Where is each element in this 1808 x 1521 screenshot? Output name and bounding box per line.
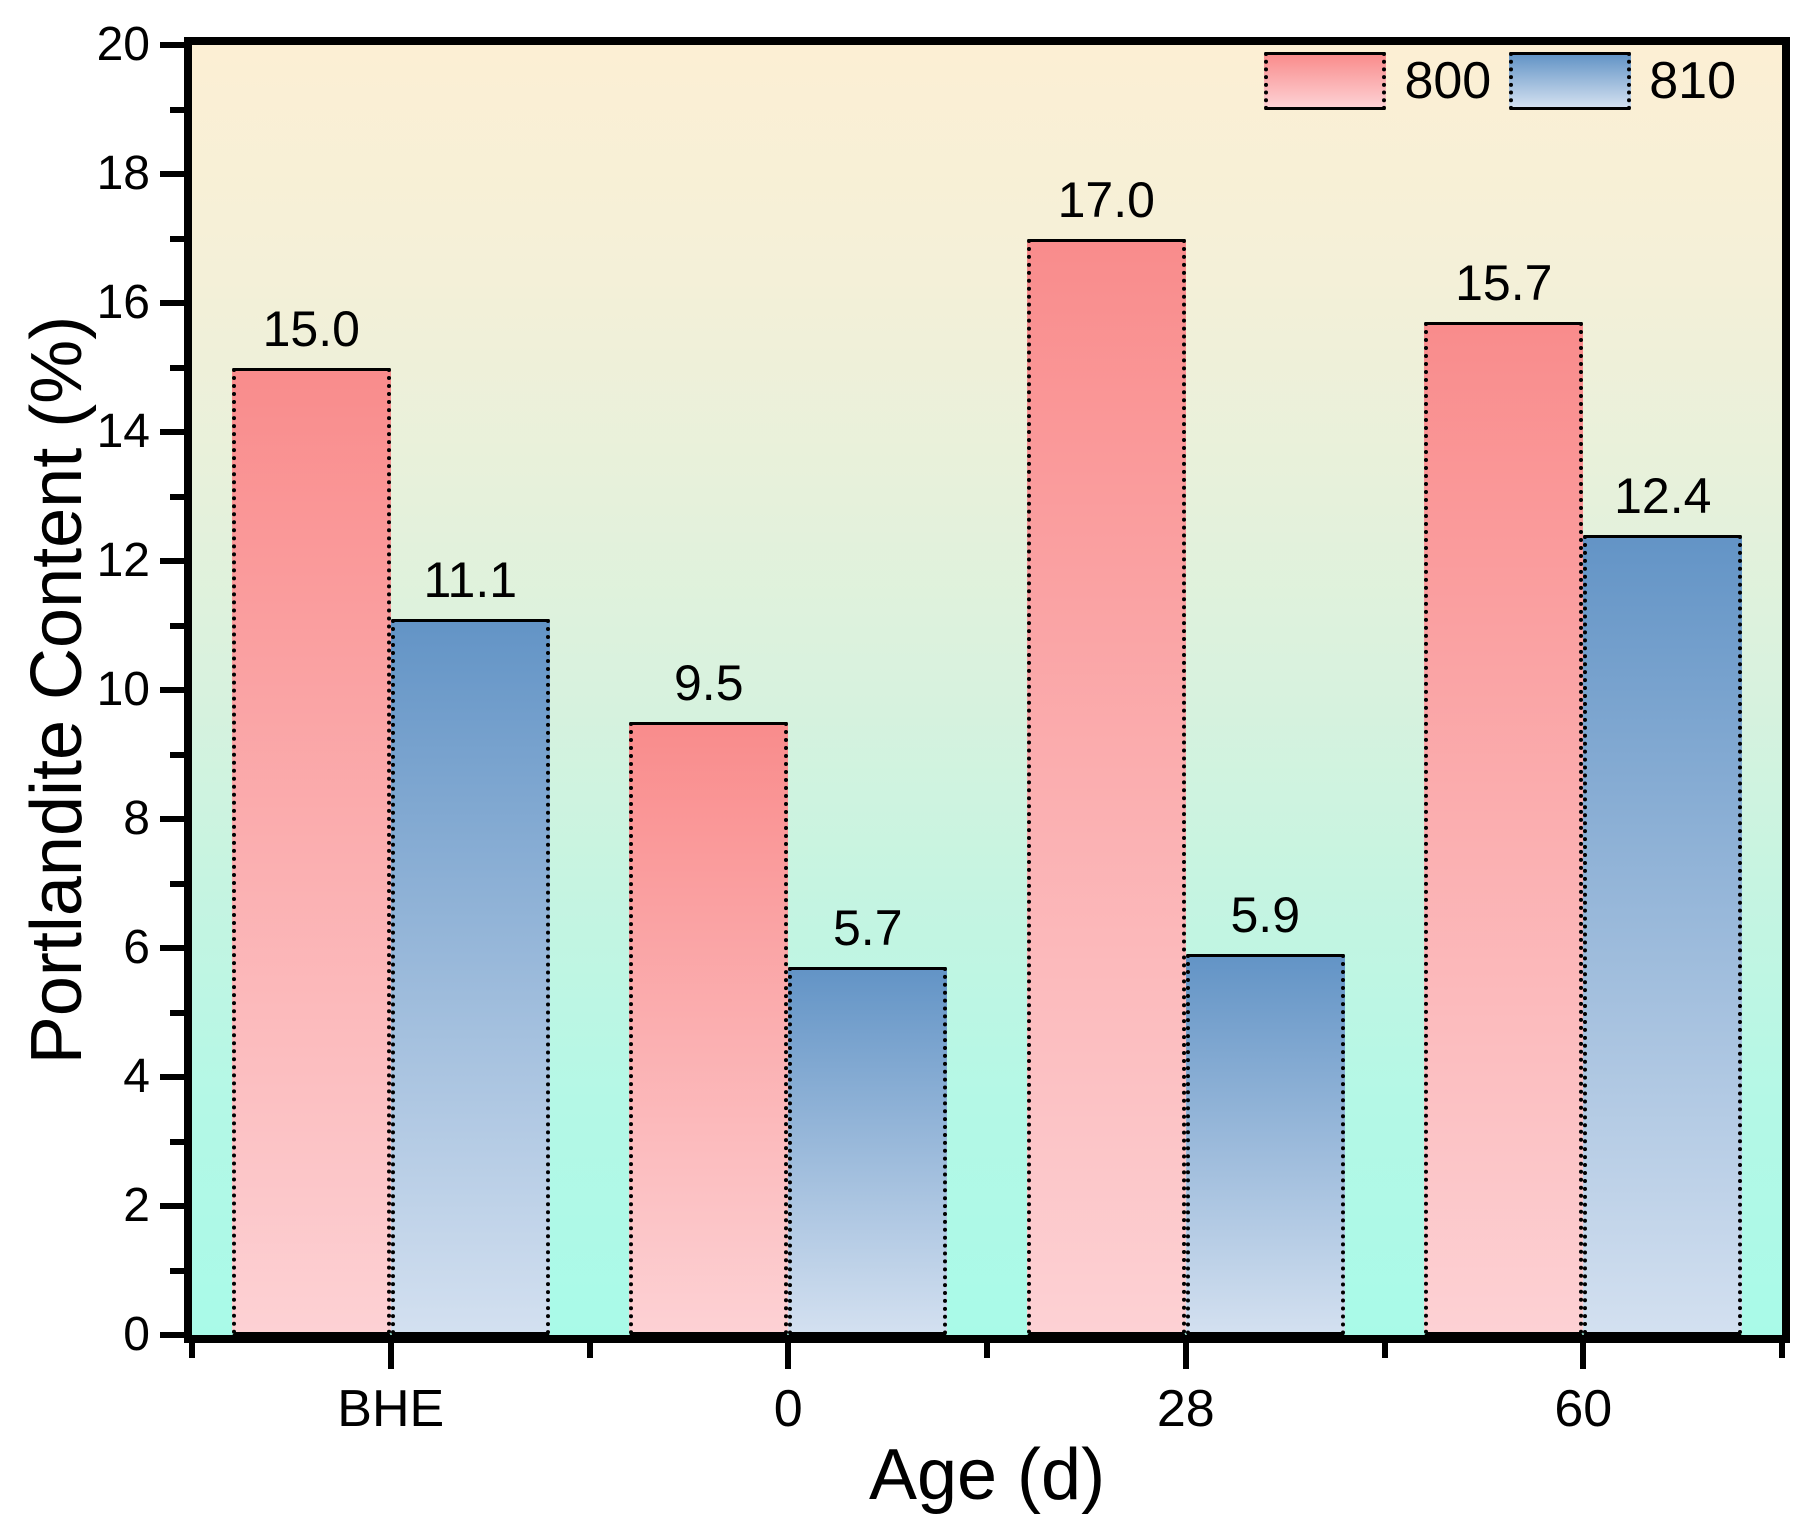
x-tick-label-28: 28 <box>1156 1380 1215 1438</box>
bar-value-label: 11.1 <box>423 552 518 609</box>
legend-item-810: 810 <box>1509 52 1754 110</box>
x-tick-label-BHE: BHE <box>337 1380 445 1438</box>
bar-810-BHE <box>390 619 550 1335</box>
y-major-tick <box>160 1203 184 1209</box>
y-major-tick <box>160 558 184 564</box>
y-minor-tick <box>170 751 184 758</box>
y-minor-tick <box>170 1267 184 1274</box>
bar-800-BHE <box>231 367 391 1335</box>
bar-group-0: 9.5 5.7 <box>590 45 988 1335</box>
y-minor-tick <box>170 880 184 887</box>
y-tick-label-8: 8 <box>123 792 150 845</box>
bar-value-label: 9.5 <box>673 655 744 712</box>
bar-810-28 <box>1185 954 1345 1335</box>
legend-swatch-800 <box>1264 52 1387 110</box>
bar-value-label: 15.7 <box>1455 255 1553 312</box>
bar-800-0 <box>629 722 789 1335</box>
y-major-tick <box>160 1074 184 1080</box>
legend: 800 810 <box>1264 52 1754 110</box>
legend-swatch-810 <box>1509 52 1632 110</box>
bar-810-60 <box>1583 535 1743 1335</box>
bar-group-60: 15.7 12.4 <box>1385 45 1783 1335</box>
y-minor-tick <box>170 1009 184 1016</box>
y-minor-tick <box>170 364 184 371</box>
x-minor-tick <box>1381 1343 1388 1358</box>
x-tick-label-60: 60 <box>1554 1380 1613 1438</box>
y-major-tick <box>160 816 184 822</box>
y-major-tick <box>160 300 184 306</box>
x-major-tick <box>785 1343 792 1369</box>
x-major-tick <box>387 1343 394 1369</box>
x-minor-tick <box>586 1343 593 1358</box>
y-tick-label-6: 6 <box>123 921 150 974</box>
bar-800-28 <box>1026 238 1186 1335</box>
x-minor-tick <box>1779 1343 1785 1358</box>
y-tick-label-20: 20 <box>96 18 150 71</box>
y-tick-label-16: 16 <box>96 276 150 329</box>
bar-value-label: 12.4 <box>1614 468 1712 525</box>
y-major-tick <box>160 42 184 48</box>
y-tick-label-4: 4 <box>123 1050 150 1103</box>
y-tick-label-2: 2 <box>123 1179 150 1232</box>
y-major-tick <box>160 171 184 177</box>
bar-value-label: 5.9 <box>1230 887 1301 944</box>
y-major-tick <box>160 429 184 435</box>
y-minor-tick <box>170 622 184 629</box>
y-tick-label-10: 10 <box>96 663 150 716</box>
x-tick-label-0: 0 <box>773 1380 803 1438</box>
bar-value-label: 15.0 <box>262 300 360 357</box>
y-tick-label-14: 14 <box>96 405 150 458</box>
bar-groups: 15.0 11.1 9.5 5.7 17.0 5.9 15.7 12.4 <box>192 45 1782 1335</box>
bar-group-28: 17.0 5.9 <box>987 45 1385 1335</box>
y-major-tick <box>160 945 184 951</box>
y-tick-label-0: 0 <box>123 1308 150 1361</box>
bar-value-label: 5.7 <box>832 900 903 957</box>
y-major-tick <box>160 1332 184 1338</box>
y-minor-tick <box>170 493 184 500</box>
y-axis-title: Portlandite Content (%) <box>17 315 97 1065</box>
y-tick-label-18: 18 <box>96 147 150 200</box>
plot-area: 15.0 11.1 9.5 5.7 17.0 5.9 15.7 12.4 Age (d) Po… <box>17 21 1785 1511</box>
bar-800-60 <box>1424 322 1584 1335</box>
y-minor-tick <box>170 1138 184 1145</box>
x-major-tick <box>1580 1343 1587 1369</box>
x-minor-tick <box>189 1343 195 1358</box>
bar-value-label: 17.0 <box>1057 171 1155 228</box>
y-minor-tick <box>170 106 184 113</box>
legend-label-800: 800 <box>1404 52 1492 110</box>
x-minor-tick <box>984 1343 990 1358</box>
y-minor-tick <box>170 235 184 242</box>
bar-810-0 <box>788 967 948 1335</box>
x-major-tick <box>1182 1343 1189 1369</box>
bar-group-BHE: 15.0 11.1 <box>192 45 590 1335</box>
legend-item-800: 800 <box>1264 52 1509 110</box>
x-axis-title: Age (d) <box>868 1435 1106 1515</box>
legend-label-810: 810 <box>1649 52 1736 110</box>
y-major-tick <box>160 687 184 693</box>
y-tick-label-12: 12 <box>96 534 150 587</box>
